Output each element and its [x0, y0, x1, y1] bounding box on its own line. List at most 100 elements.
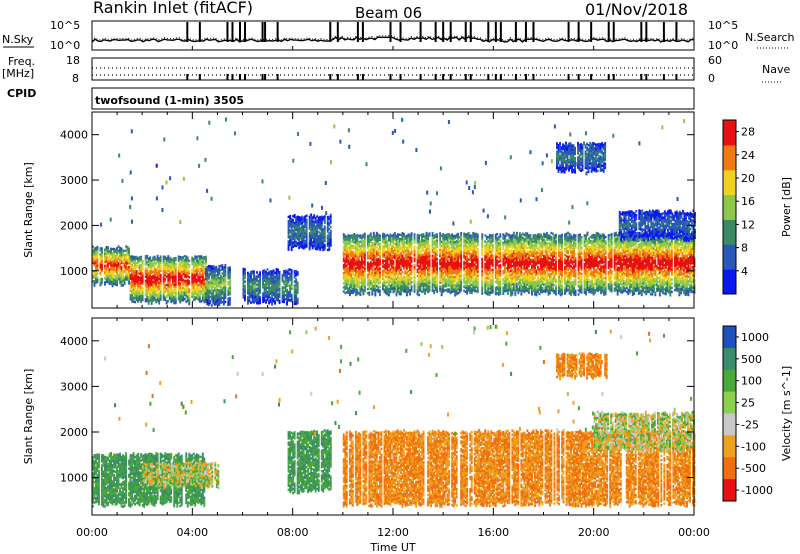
echo-cell	[160, 262, 162, 264]
echo-cell	[259, 279, 261, 281]
echo-cell	[330, 232, 332, 234]
echo-cell	[282, 278, 284, 280]
echo-cell	[166, 296, 168, 298]
echo-cell	[292, 219, 294, 221]
echo-cell	[97, 246, 99, 248]
echo-cell	[330, 230, 332, 232]
echo-cell	[259, 300, 261, 302]
cpid-text: twofsound (1-min) 3505	[95, 94, 244, 107]
echo-cell	[188, 270, 190, 272]
echo-cell	[134, 301, 136, 303]
echo-cell	[229, 289, 231, 291]
echo-cell	[324, 234, 326, 236]
echo-cell	[146, 255, 148, 257]
echo-cell	[122, 274, 124, 276]
echo-cell	[259, 296, 261, 298]
power-panel: 1000200030004000Slant Range [km] 4812162…	[22, 112, 793, 308]
echo-cell	[112, 285, 114, 287]
echo-cell	[107, 265, 109, 267]
echo-cell	[306, 243, 308, 245]
echo-cell	[244, 297, 246, 299]
echo-cell	[279, 283, 281, 285]
echo-cell	[224, 284, 226, 286]
echo-cell	[259, 275, 261, 277]
echo-cell	[295, 278, 297, 280]
echo-cell	[157, 255, 159, 257]
echo-cell	[175, 300, 177, 302]
echo-cell	[229, 297, 231, 299]
nsky-label: N.Sky	[2, 33, 34, 46]
echo-cell	[229, 275, 231, 277]
echo-cell	[273, 269, 275, 271]
echo-cell	[160, 255, 162, 257]
echo-cell	[297, 271, 299, 273]
echo-cell	[279, 275, 281, 277]
echo-cell	[208, 277, 210, 279]
echo-cell	[160, 278, 162, 280]
freq-unit: [MHz]	[2, 67, 34, 80]
echo-cell	[289, 291, 291, 293]
echo-cell	[224, 293, 226, 295]
echo-cell	[142, 287, 144, 289]
echo-cell	[101, 282, 103, 284]
station-title: Rankin Inlet (fitACF)	[93, 0, 253, 17]
echo-cell	[291, 298, 293, 300]
echo-cell	[330, 214, 332, 216]
noise-right-tick-top: 10^5	[708, 19, 738, 32]
echo-cell	[324, 244, 326, 246]
echo-cell	[175, 271, 177, 273]
echo-cell	[149, 256, 151, 258]
echo-cell	[187, 285, 189, 287]
echo-cell	[160, 258, 162, 260]
echo-cell	[306, 233, 308, 235]
noise-left-tick-bottom: 10^0	[50, 39, 80, 52]
echo-cell	[297, 281, 299, 283]
echo-cell	[259, 286, 261, 288]
echo-cell	[291, 269, 293, 271]
echo-cell	[116, 284, 118, 286]
echo-cell	[101, 278, 103, 280]
echo-cell	[244, 268, 246, 270]
echo-cell	[267, 268, 269, 270]
echo-cell	[294, 214, 296, 216]
echo-cell	[286, 303, 288, 305]
echo-cell	[101, 262, 103, 264]
echo-cell	[291, 284, 293, 286]
echo-cell	[97, 279, 99, 281]
echo-cell	[229, 279, 231, 281]
echo-cell	[148, 302, 150, 304]
echo-cell	[175, 267, 177, 269]
echo-cell	[253, 273, 255, 275]
echo-cell	[97, 254, 99, 256]
echo-cell	[188, 299, 190, 301]
echo-cell	[97, 277, 99, 279]
echo-cell	[175, 286, 177, 288]
echo-cell	[142, 272, 144, 274]
echo-cell	[188, 303, 190, 305]
echo-cell	[321, 224, 323, 226]
echo-cell	[160, 282, 162, 284]
echo-cell	[310, 214, 312, 216]
echo-cell	[97, 258, 99, 260]
echo-cell	[224, 264, 226, 266]
echo-cell	[164, 280, 166, 282]
echo-cell	[221, 264, 223, 266]
echo-cell	[244, 287, 246, 289]
echo-cell	[306, 215, 308, 217]
echo-cell	[324, 240, 326, 242]
echo-cell	[164, 278, 166, 280]
echo-cell	[142, 268, 144, 270]
echo-cell	[279, 279, 281, 281]
echo-cell	[169, 281, 171, 283]
echo-cell	[306, 219, 308, 221]
echo-cell	[324, 230, 326, 232]
echo-cell	[142, 283, 144, 285]
echo-cell	[244, 285, 246, 287]
echo-cell	[94, 284, 96, 286]
echo-cell	[101, 268, 103, 270]
echo-cell	[328, 248, 330, 250]
echo-cell	[224, 278, 226, 280]
echo-cell	[188, 288, 190, 290]
echo-cell	[259, 271, 261, 273]
echo-cell	[229, 299, 231, 301]
